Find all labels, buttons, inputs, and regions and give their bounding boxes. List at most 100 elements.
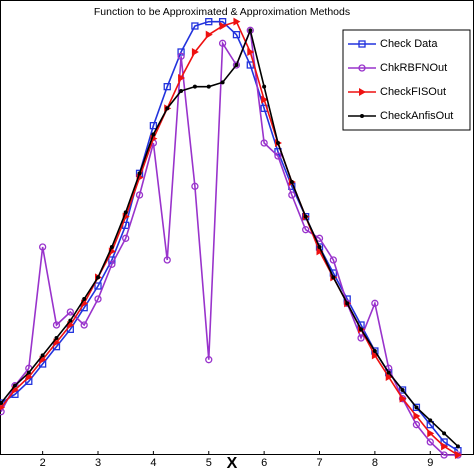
marker xyxy=(345,301,350,306)
marker xyxy=(275,141,280,145)
marker xyxy=(372,349,377,353)
marker xyxy=(192,84,197,89)
marker xyxy=(442,431,447,436)
marker xyxy=(205,356,213,364)
marker xyxy=(206,84,211,89)
marker xyxy=(412,403,421,411)
marker xyxy=(109,245,114,249)
marker xyxy=(80,321,88,329)
marker xyxy=(413,412,421,420)
series-line xyxy=(0,20,459,456)
marker xyxy=(399,394,407,403)
marker xyxy=(357,334,365,342)
marker xyxy=(398,386,407,394)
marker xyxy=(177,52,185,60)
marker xyxy=(274,152,282,160)
marker xyxy=(54,336,59,340)
marker xyxy=(191,48,199,56)
marker xyxy=(427,429,435,438)
marker xyxy=(163,256,171,264)
marker xyxy=(232,61,241,69)
marker xyxy=(262,84,267,89)
legend-label: Check Data xyxy=(380,38,438,50)
legend-label: CheckAnfisOut xyxy=(380,110,453,122)
marker xyxy=(360,114,364,118)
marker xyxy=(358,64,366,72)
marker xyxy=(331,275,336,280)
series-line xyxy=(0,27,459,447)
marker xyxy=(385,373,393,381)
marker xyxy=(316,247,324,256)
marker xyxy=(302,226,310,234)
x-axis-label: X xyxy=(227,455,238,472)
marker xyxy=(219,22,227,30)
marker xyxy=(315,234,324,242)
marker xyxy=(177,48,185,56)
marker xyxy=(248,28,253,33)
marker xyxy=(94,295,102,303)
marker xyxy=(179,89,184,93)
marker xyxy=(317,245,322,249)
marker xyxy=(218,39,227,47)
x-tick-label: 2 xyxy=(40,457,46,469)
legend-label: ChkRBFNOut xyxy=(380,62,447,74)
marker xyxy=(135,191,144,199)
marker xyxy=(96,275,101,280)
marker xyxy=(426,438,434,446)
marker xyxy=(178,74,186,82)
marker xyxy=(232,31,241,39)
x-tick-label: 7 xyxy=(316,457,322,469)
marker xyxy=(428,418,433,423)
marker xyxy=(205,30,213,39)
marker xyxy=(108,260,116,268)
marker xyxy=(165,106,170,111)
marker xyxy=(52,321,61,329)
marker xyxy=(288,191,296,199)
marker xyxy=(26,370,31,375)
marker xyxy=(400,388,405,392)
marker xyxy=(66,308,74,316)
marker xyxy=(163,83,171,91)
marker xyxy=(191,22,199,30)
marker xyxy=(68,318,73,323)
marker xyxy=(441,442,449,451)
marker xyxy=(371,299,379,307)
marker xyxy=(303,214,308,219)
x-tick-label: 6 xyxy=(261,457,267,469)
marker xyxy=(123,210,128,215)
chart-title: Function to be Approximated & Approximat… xyxy=(94,6,350,18)
marker xyxy=(94,282,102,290)
marker xyxy=(205,18,213,26)
marker xyxy=(440,451,448,459)
marker xyxy=(260,139,268,147)
marker xyxy=(233,17,241,26)
marker xyxy=(151,132,156,137)
marker xyxy=(38,243,47,251)
marker xyxy=(0,401,4,405)
x-tick-label: 3 xyxy=(95,457,101,469)
marker xyxy=(25,373,33,381)
marker xyxy=(234,63,239,67)
marker xyxy=(371,351,379,360)
series-line xyxy=(0,30,458,456)
marker xyxy=(455,444,460,449)
marker xyxy=(82,297,87,301)
marker xyxy=(289,180,294,184)
marker xyxy=(454,451,462,459)
marker xyxy=(247,48,255,56)
marker xyxy=(412,421,421,429)
marker xyxy=(414,405,419,410)
x-tick-label: 4 xyxy=(150,457,156,469)
marker xyxy=(220,80,225,85)
marker xyxy=(359,327,364,332)
marker xyxy=(149,122,158,130)
legend-label: CheckFISOut xyxy=(380,86,446,98)
x-tick-label: 9 xyxy=(427,457,433,469)
marker xyxy=(261,95,269,104)
marker xyxy=(359,88,366,96)
marker xyxy=(329,256,338,264)
marker xyxy=(0,404,6,411)
marker xyxy=(358,40,366,48)
marker xyxy=(137,171,142,176)
